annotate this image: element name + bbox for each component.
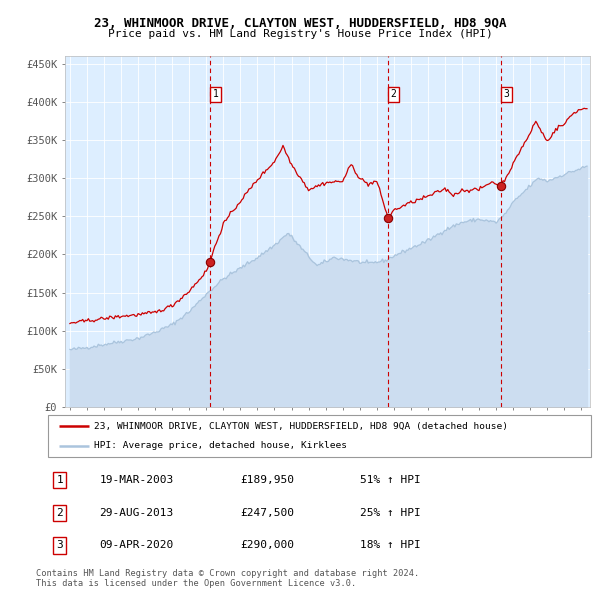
Text: 3: 3: [56, 540, 64, 550]
Text: This data is licensed under the Open Government Licence v3.0.: This data is licensed under the Open Gov…: [36, 579, 356, 588]
Text: 25% ↑ HPI: 25% ↑ HPI: [360, 508, 421, 518]
Text: 1: 1: [56, 476, 64, 486]
Text: Contains HM Land Registry data © Crown copyright and database right 2024.: Contains HM Land Registry data © Crown c…: [36, 569, 419, 578]
Text: 23, WHINMOOR DRIVE, CLAYTON WEST, HUDDERSFIELD, HD8 9QA (detached house): 23, WHINMOOR DRIVE, CLAYTON WEST, HUDDER…: [94, 422, 508, 431]
Text: 2: 2: [391, 90, 397, 99]
Text: £247,500: £247,500: [241, 508, 295, 518]
Text: 1: 1: [212, 90, 218, 99]
Text: HPI: Average price, detached house, Kirklees: HPI: Average price, detached house, Kirk…: [94, 441, 347, 450]
Text: 09-APR-2020: 09-APR-2020: [100, 540, 174, 550]
Text: £290,000: £290,000: [241, 540, 295, 550]
Text: 19-MAR-2003: 19-MAR-2003: [100, 476, 174, 486]
Text: 18% ↑ HPI: 18% ↑ HPI: [360, 540, 421, 550]
Text: 3: 3: [503, 90, 509, 99]
Text: 23, WHINMOOR DRIVE, CLAYTON WEST, HUDDERSFIELD, HD8 9QA: 23, WHINMOOR DRIVE, CLAYTON WEST, HUDDER…: [94, 17, 506, 30]
Text: 29-AUG-2013: 29-AUG-2013: [100, 508, 174, 518]
Text: £189,950: £189,950: [241, 476, 295, 486]
Text: 51% ↑ HPI: 51% ↑ HPI: [360, 476, 421, 486]
Text: Price paid vs. HM Land Registry's House Price Index (HPI): Price paid vs. HM Land Registry's House …: [107, 29, 493, 39]
Text: 2: 2: [56, 508, 64, 518]
